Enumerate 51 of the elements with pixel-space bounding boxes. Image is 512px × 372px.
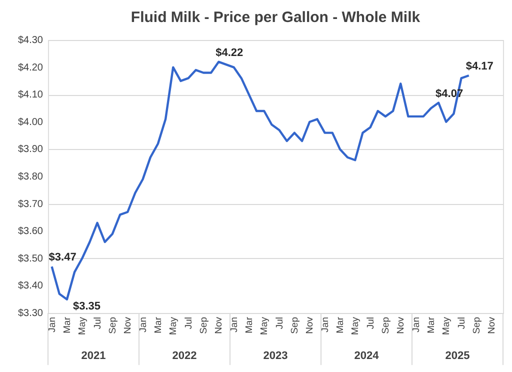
x-tick-label: Mar: [62, 317, 73, 334]
x-tick-label: Jan: [320, 317, 331, 332]
x-tick-label: Jul: [274, 317, 286, 330]
x-tick-label: Sep: [380, 317, 392, 334]
y-tick-label: $3.50: [18, 253, 44, 264]
y-tick-label: $4.30: [18, 35, 44, 46]
x-tick-label: Nov: [214, 316, 225, 334]
x-tick-label: Mar: [334, 317, 346, 334]
x-tick-label: Jul: [365, 317, 376, 330]
x-tick-label: Jan: [46, 317, 58, 332]
x-tick-label: Jul: [456, 317, 468, 330]
data-label: $3.47: [48, 252, 76, 264]
text: 2024: [354, 350, 380, 362]
x-tick-label: Nov: [396, 316, 407, 334]
x-tick-label: Jul: [92, 317, 104, 330]
x-tick-label: Sep: [471, 317, 482, 334]
y-tick-label: $3.40: [18, 280, 44, 292]
y-tick-label: $3.90: [18, 144, 44, 156]
text: 2025: [445, 350, 470, 362]
x-tick-label: Nov: [304, 316, 316, 334]
x-tick-label: Mar: [152, 317, 164, 334]
y-tick-label: $3.30: [18, 308, 44, 319]
x-tick-label: Jan: [228, 317, 240, 332]
data-label: $4.22: [216, 46, 244, 59]
y-tick-label: $3.80: [18, 172, 44, 182]
text: 2021: [81, 350, 106, 362]
y-tick-label: $3.70: [18, 198, 44, 210]
x-tick-label: May: [350, 316, 362, 335]
x-tick-label: Jul: [183, 317, 194, 330]
x-tick-label: Jan: [138, 317, 149, 332]
chart-title: Fluid Milk - Price per Gallon - Whole Milk: [130, 9, 421, 26]
x-tick-label: Sep: [289, 317, 300, 334]
x-tick-label: Sep: [107, 317, 118, 334]
x-tick-label: Mar: [244, 317, 255, 334]
x-tick-label: May: [77, 316, 88, 335]
data-label: $3.35: [72, 300, 100, 312]
y-tick-label: $4.00: [18, 116, 44, 128]
y-tick-label: $4.20: [18, 62, 44, 74]
x-tick-label: Nov: [486, 316, 498, 334]
text: 2023: [263, 350, 288, 362]
x-tick-label: Mar: [426, 317, 437, 334]
x-tick-label: May: [441, 316, 452, 335]
x-tick-label: May: [259, 316, 270, 335]
x-tick-label: Nov: [122, 316, 134, 334]
x-tick-label: Sep: [198, 317, 210, 334]
text: 2022: [172, 350, 197, 362]
y-tick-label: $3.60: [18, 226, 44, 238]
x-tick-label: May: [168, 316, 180, 335]
x-tick-label: Jan: [410, 317, 422, 332]
data-label: $4.17: [466, 60, 494, 72]
y-tick-label: $4.10: [18, 90, 44, 101]
